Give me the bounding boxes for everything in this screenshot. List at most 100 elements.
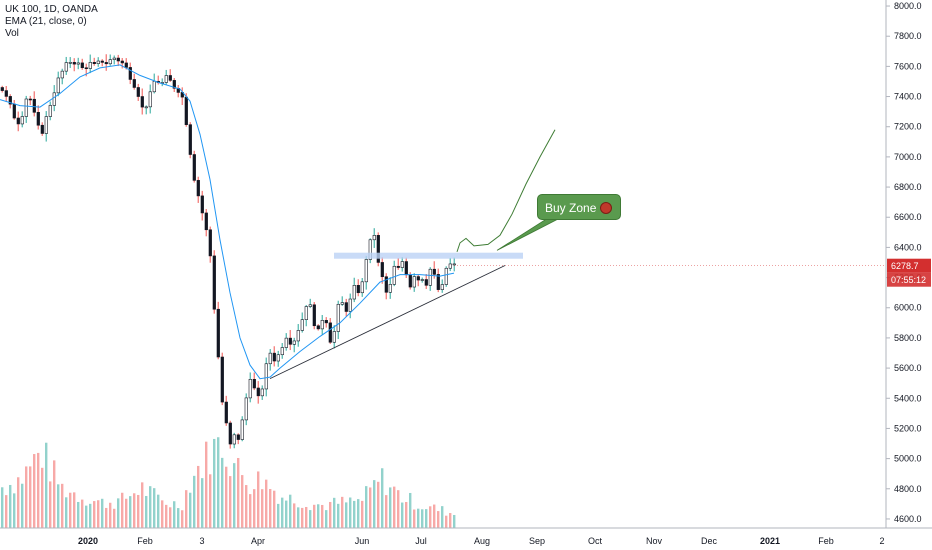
candle-body	[140, 96, 144, 108]
candle-body	[100, 60, 104, 63]
candle-body	[88, 62, 92, 69]
price-tick-label: 8000.0	[894, 1, 922, 11]
candle-body	[320, 320, 324, 330]
time-tick-label: Apr	[251, 536, 265, 546]
volume-bar	[65, 497, 68, 528]
candle-body	[12, 103, 16, 119]
volume-bar	[77, 501, 80, 528]
volume-bar	[221, 457, 224, 528]
candle-body	[220, 356, 224, 403]
candle-body	[352, 285, 356, 300]
volume-bar	[273, 490, 276, 528]
candle-body	[20, 116, 24, 125]
candle-body	[84, 67, 88, 70]
candle-body	[236, 434, 240, 440]
candle-body	[304, 306, 308, 320]
symbol-legend[interactable]: UK 100, 1D, OANDA	[5, 4, 98, 15]
candle-body	[244, 397, 248, 421]
candle-body	[28, 98, 32, 101]
volume-bar	[361, 500, 364, 528]
candle-body	[4, 90, 8, 97]
volume-bar	[73, 492, 76, 528]
volume-bar	[201, 478, 204, 528]
time-tick-label: Jun	[355, 536, 370, 546]
candle-body	[44, 116, 48, 134]
candle-body	[152, 80, 156, 93]
candle-body	[192, 154, 196, 181]
time-tick-label: Feb	[137, 536, 153, 546]
last-price-tag	[887, 258, 931, 273]
candle-body	[328, 322, 332, 343]
volume-bar	[241, 475, 244, 528]
buy-zone-callout[interactable]: Buy Zone	[537, 194, 621, 220]
volume-bar	[229, 476, 232, 528]
volume-bar	[297, 507, 300, 528]
candle-body	[408, 274, 412, 288]
candle-body	[132, 79, 136, 88]
volume-bar	[245, 485, 248, 528]
volume-bar	[137, 494, 140, 528]
volume-bar	[401, 502, 404, 528]
candle-body	[108, 59, 112, 65]
candle-body	[400, 261, 404, 268]
candle-body	[0, 87, 4, 91]
candle-body	[168, 75, 172, 81]
volume-bar	[69, 492, 72, 528]
candle-body	[388, 284, 392, 293]
volume-bar	[449, 513, 452, 528]
candle-body	[396, 265, 400, 268]
candle-body	[52, 92, 56, 106]
volume-bar	[45, 442, 48, 528]
ema-legend[interactable]: EMA (21, close, 0)	[5, 16, 87, 27]
volume-bar	[13, 493, 16, 528]
candle-body	[336, 303, 340, 332]
volume-legend[interactable]: Vol	[5, 28, 19, 39]
candle-body	[440, 284, 444, 290]
candle-body	[268, 352, 272, 365]
volume-bar	[317, 504, 320, 528]
volume-bar	[185, 490, 188, 528]
candle-body	[356, 285, 360, 294]
countdown-label: 07:55:12	[891, 275, 926, 285]
candle-body	[64, 62, 68, 72]
price-axis[interactable]: 4600.0 4800.0 5000.0 5200.0 5400.0 5600.0 5800…	[0, 0, 932, 529]
candle-body	[40, 124, 44, 134]
volume-bar	[165, 504, 168, 528]
volume-bar	[49, 481, 52, 528]
candle-body	[392, 265, 396, 285]
buy-zone-rectangle	[334, 252, 523, 259]
candle-body	[208, 229, 212, 257]
candle-body	[308, 304, 312, 307]
price-tick-label: 7000.0	[894, 152, 922, 162]
candle-body	[432, 268, 436, 275]
candle-body	[372, 235, 376, 241]
buy-zone-label: Buy Zone	[545, 201, 597, 215]
candle-body	[56, 77, 60, 94]
volume-bar	[429, 506, 432, 528]
time-tick-label: Nov	[646, 536, 663, 546]
volume-bar	[365, 486, 368, 528]
candle-body	[148, 91, 152, 108]
candle-body	[368, 239, 372, 260]
volume-bar	[285, 500, 288, 528]
volume-bar	[349, 497, 352, 528]
candle-body	[332, 331, 336, 343]
candle-body	[260, 388, 264, 397]
volume-bars	[1, 437, 456, 528]
candle-body	[164, 75, 168, 83]
volume-bar	[53, 460, 56, 528]
volume-bar	[237, 457, 240, 528]
volume-bar	[305, 506, 308, 528]
price-tick-label: 4600.0	[894, 514, 922, 524]
candle-body	[72, 62, 76, 65]
candle-body	[384, 276, 388, 293]
volume-bar	[1, 487, 4, 528]
volume-bar	[149, 486, 152, 528]
volume-bar	[309, 510, 312, 528]
volume-bar	[205, 441, 208, 528]
price-tick-label: 7600.0	[894, 61, 922, 71]
volume-bar	[337, 503, 340, 528]
candle-body	[228, 422, 232, 445]
